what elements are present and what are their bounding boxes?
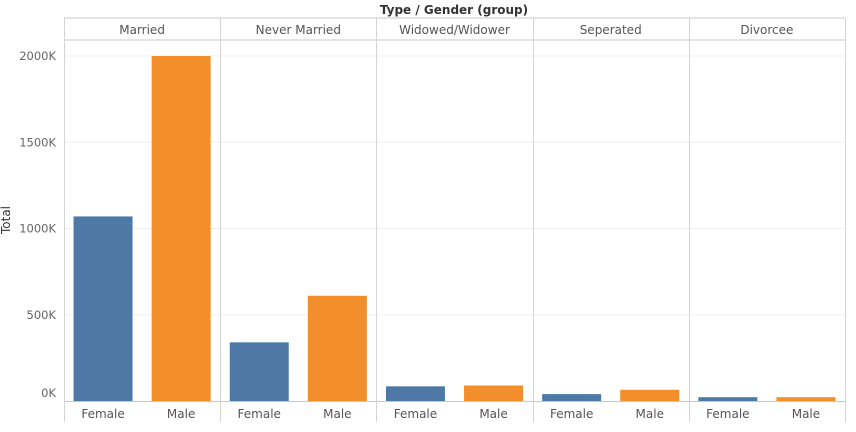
bar-female[interactable]	[229, 342, 289, 401]
group-label: Married	[119, 23, 165, 37]
group-label: Widowed/Widower	[399, 23, 510, 37]
bar-female[interactable]	[385, 386, 445, 401]
bar-male[interactable]	[151, 56, 211, 401]
bar-male[interactable]	[776, 397, 836, 401]
bar-male[interactable]	[307, 295, 367, 401]
x-category-label: Male	[167, 407, 195, 421]
bar-female[interactable]	[73, 216, 133, 401]
y-tick-label: 0K	[41, 386, 56, 400]
y-axis-label: Total	[0, 206, 13, 235]
x-category-label: Male	[636, 407, 664, 421]
group-label: Never Married	[256, 23, 341, 37]
x-category-label: Male	[479, 407, 507, 421]
chart-title: Type / Gender (group)	[380, 3, 528, 17]
x-category-label: Female	[81, 407, 124, 421]
bar-male[interactable]	[620, 389, 680, 401]
bar-male[interactable]	[464, 385, 524, 401]
group-label: Divorcee	[740, 23, 793, 37]
x-category-label: Female	[394, 407, 437, 421]
bar-female[interactable]	[698, 397, 758, 401]
group-label: Seperated	[580, 23, 642, 37]
bar-female[interactable]	[542, 394, 602, 401]
y-tick-label: 1500K	[19, 135, 56, 149]
x-category-label: Male	[792, 407, 820, 421]
y-tick-label: 1000K	[19, 222, 56, 236]
y-tick-label: 2000K	[19, 49, 56, 63]
x-category-label: Female	[706, 407, 749, 421]
x-category-label: Female	[550, 407, 593, 421]
x-category-label: Male	[323, 407, 351, 421]
x-category-label: Female	[238, 407, 281, 421]
y-tick-label: 500K	[27, 308, 57, 322]
